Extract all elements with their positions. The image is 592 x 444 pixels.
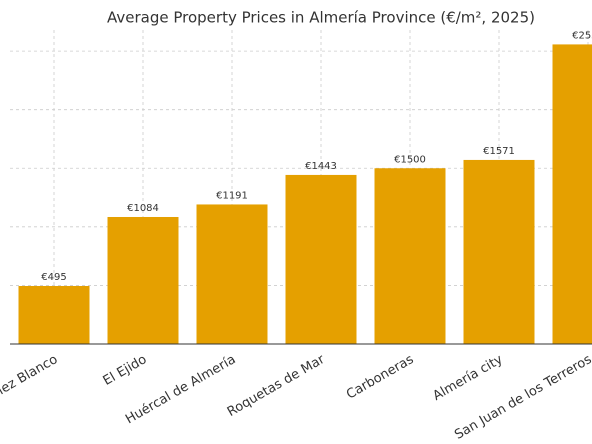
- value-label: €1571: [483, 146, 515, 157]
- bar: [285, 174, 357, 344]
- bar: [107, 216, 179, 344]
- value-label: €2557: [572, 30, 592, 41]
- value-label: €1500: [394, 154, 426, 165]
- bar: [374, 168, 446, 344]
- value-label: €495: [41, 272, 66, 283]
- bar: [196, 204, 268, 344]
- bar: [463, 159, 535, 344]
- x-tick-label: El Ejido: [101, 352, 150, 389]
- bar: [18, 286, 90, 344]
- bar: [552, 44, 592, 344]
- x-tick-label: Almería city: [431, 352, 506, 404]
- x-tick-label: Carboneras: [344, 352, 417, 403]
- x-tick-label: Vélez Blanco: [0, 352, 60, 406]
- x-tick-label: Roquetas de Mar: [225, 352, 328, 420]
- value-label: €1191: [216, 190, 248, 201]
- value-label: €1084: [127, 203, 159, 214]
- value-label: €1443: [305, 161, 337, 172]
- chart-title: Average Property Prices in Almería Provi…: [107, 9, 535, 27]
